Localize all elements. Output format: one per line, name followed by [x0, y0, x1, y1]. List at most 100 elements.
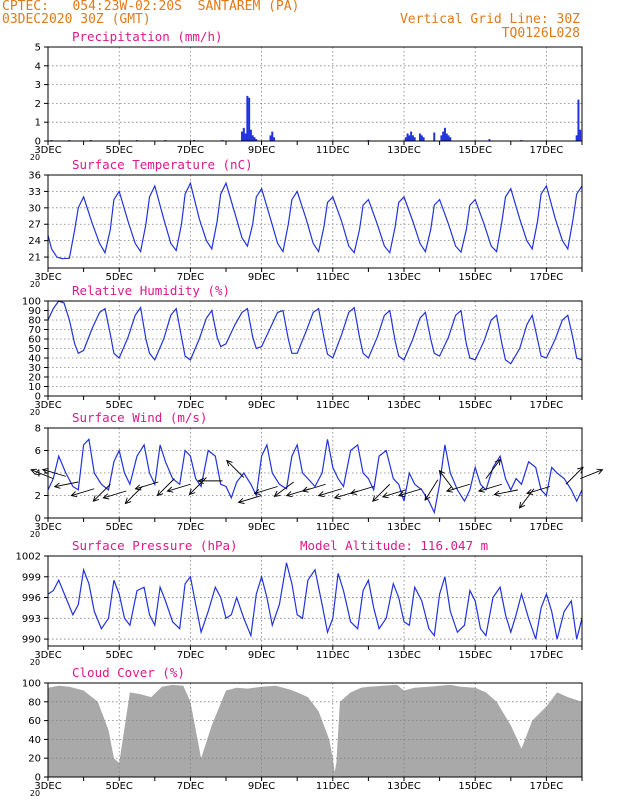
- precipitation-ytick-label: 3: [35, 80, 41, 91]
- precipitation-ytick-label: 0: [35, 137, 41, 148]
- surface-wind-vector: [103, 490, 127, 499]
- cloud-cover-clipped-label: 20: [30, 789, 40, 798]
- precipitation-bar: [241, 131, 244, 141]
- precipitation-bar: [253, 137, 256, 141]
- cloud-cover-title: Cloud Cover (%): [72, 665, 185, 680]
- surface-wind-vector: [526, 486, 551, 494]
- surface-wind-xtick-label: 17DEC: [530, 522, 564, 533]
- surface-wind-vector: [372, 483, 391, 502]
- header-date-line: 03DEC2020 30Z (GMT): [2, 12, 151, 27]
- precipitation-bar: [246, 95, 249, 141]
- surface-temperature-ytick-label: 30: [28, 203, 41, 214]
- surface-wind-vector-head: [253, 488, 261, 495]
- relative-humidity-title: Relative Humidity (%): [72, 283, 230, 298]
- surface-wind-vector: [42, 469, 66, 477]
- surface-wind-vector: [382, 489, 406, 498]
- relative-humidity-xtick-label: 11DEC: [316, 400, 350, 411]
- surface-temperature-xtick-label: 17DEC: [530, 272, 564, 283]
- surface-wind-series-line: [47, 438, 583, 515]
- header-grid-note: Vertical Grid Line: 30Z: [399, 12, 580, 27]
- cloud-cover-xtick-label: 5DEC: [106, 781, 133, 792]
- precipitation-ytick-label: 2: [35, 99, 41, 110]
- surface-wind-vector-head: [349, 488, 357, 495]
- surface-wind-vector: [189, 477, 207, 495]
- precipitation-bar: [251, 135, 254, 141]
- surface-wind-vector-head: [317, 491, 325, 498]
- surface-wind-vector: [93, 483, 111, 502]
- cloud-cover-xtick-label: 3DEC: [34, 781, 61, 792]
- precipitation-bar: [443, 127, 446, 141]
- relative-humidity-xtick-label: 13DEC: [387, 400, 421, 411]
- surface-wind-xtick-label: 11DEC: [316, 522, 350, 533]
- cloud-cover-xtick-label: 13DEC: [387, 781, 421, 792]
- surface-wind-vector-head: [41, 467, 49, 474]
- surface-wind-vector-head: [166, 486, 174, 493]
- surface-wind-vector-head: [445, 486, 453, 493]
- surface-pressure-title: Surface Pressure (hPa): [72, 538, 238, 553]
- precipitation-xtick-label: 7DEC: [177, 145, 204, 156]
- surface-wind-ytick-label: 0: [35, 514, 41, 525]
- precipitation-bar: [242, 127, 245, 141]
- precipitation-bar: [449, 137, 452, 141]
- surface-pressure-xtick-label: 15DEC: [458, 650, 492, 661]
- surface-wind-vector-head: [301, 486, 309, 493]
- surface-temperature-xtick-label: 5DEC: [106, 272, 133, 283]
- surface-pressure-ytick-label: 993: [22, 614, 41, 625]
- surface-wind-vector-head: [70, 491, 78, 498]
- surface-wind-vector: [135, 481, 159, 490]
- surface-wind-vector-head: [285, 491, 293, 498]
- relative-humidity-xtick-label: 5DEC: [106, 400, 133, 411]
- precipitation-bar: [442, 131, 445, 141]
- surface-wind-vector: [30, 469, 54, 480]
- surface-pressure-frame: [47, 555, 583, 647]
- surface-wind-vector: [565, 466, 584, 485]
- relative-humidity-clipped-label: 20: [30, 408, 40, 417]
- surface-temperature-ytick-label: 21: [28, 253, 41, 264]
- cloud-cover-ytick-label: 20: [28, 754, 41, 765]
- precipitation-bar: [411, 135, 414, 141]
- relative-humidity-xtick-label: 17DEC: [530, 400, 564, 411]
- precipitation-bar: [440, 135, 443, 141]
- surface-wind-vector-head: [424, 494, 431, 501]
- surface-wind-vector-head: [92, 495, 100, 502]
- surface-temperature-ytick-label: 27: [28, 220, 41, 231]
- precipitation-bar: [249, 129, 252, 141]
- surface-pressure-annotation: Model Altitude: 116.047 m: [300, 538, 488, 553]
- surface-wind-vector-head: [188, 488, 196, 496]
- relative-humidity-xtick-label: 15DEC: [458, 400, 492, 411]
- surface-pressure-ytick-label: 996: [22, 593, 41, 604]
- precipitation-title: Precipitation (mm/h): [72, 29, 223, 44]
- surface-wind-xtick-label: 15DEC: [458, 522, 492, 533]
- header-station-line: CPTEC: 054:23W-02:20S SANTAREM (PA): [2, 0, 300, 14]
- surface-wind-clipped-label: 20: [30, 530, 40, 539]
- precipitation-bar: [271, 131, 274, 141]
- surface-wind-vector-head: [124, 497, 132, 505]
- surface-temperature-xtick-label: 13DEC: [387, 272, 421, 283]
- surface-temperature-ytick-label: 24: [28, 236, 41, 247]
- surface-wind-xtick-label: 7DEC: [177, 522, 204, 533]
- surface-pressure-xtick-label: 7DEC: [177, 650, 204, 661]
- surface-pressure-xtick-label: 5DEC: [106, 650, 133, 661]
- surface-temperature-plot-area: [48, 175, 582, 268]
- precipitation-xtick-label: 13DEC: [387, 145, 421, 156]
- cloud-cover-ytick-label: 0: [35, 773, 41, 784]
- precipitation-bar: [406, 133, 409, 141]
- precipitation-bar: [269, 135, 272, 141]
- surface-wind-vector: [494, 489, 519, 496]
- surface-wind-ytick-label: 2: [35, 491, 41, 502]
- surface-wind-xtick-label: 5DEC: [106, 522, 133, 533]
- precipitation-clipped-label: 20: [30, 153, 40, 162]
- precipitation-xtick-label: 5DEC: [106, 145, 133, 156]
- cloud-cover-xtick-label: 9DEC: [248, 781, 275, 792]
- surface-wind-vector-head: [156, 489, 164, 497]
- surface-wind-ytick-label: 4: [35, 469, 41, 480]
- surface-wind-vector: [446, 483, 470, 492]
- cloud-cover-ytick-label: 100: [22, 679, 41, 690]
- precipitation-ytick-label: 1: [35, 118, 41, 129]
- surface-wind-vector-head: [381, 492, 389, 499]
- surface-wind-vector: [398, 488, 422, 497]
- surface-wind-vector: [71, 488, 95, 497]
- precipitation-xtick-label: 15DEC: [458, 145, 492, 156]
- surface-wind-vector-head: [333, 493, 341, 500]
- relative-humidity-series-line: [47, 300, 583, 365]
